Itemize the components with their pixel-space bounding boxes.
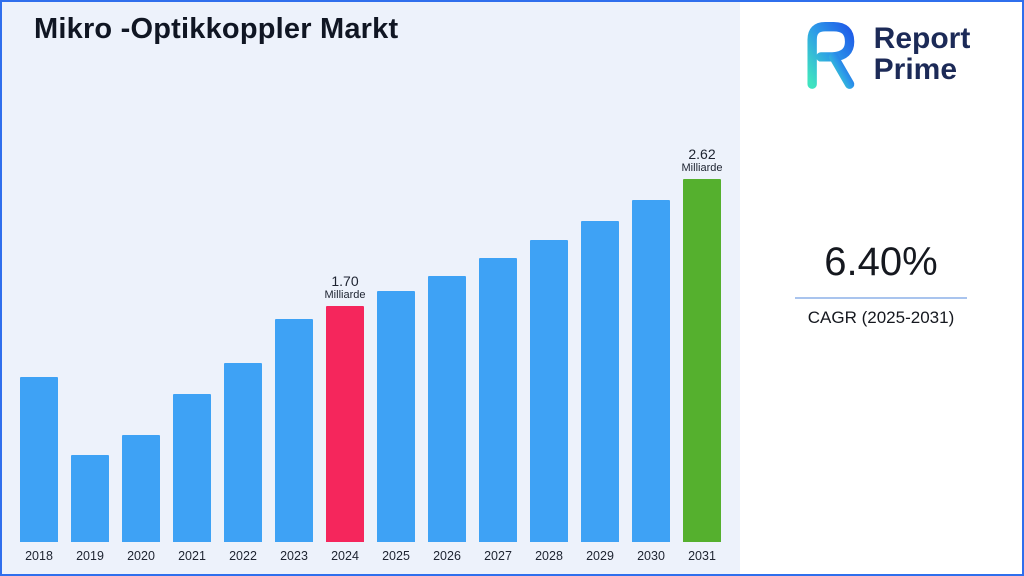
x-axis-label: 2022 xyxy=(229,549,257,563)
bar-column: 2022 xyxy=(224,363,262,564)
x-axis-label: 2030 xyxy=(637,549,665,563)
x-axis-label: 2031 xyxy=(688,549,716,563)
x-axis-label: 2020 xyxy=(127,549,155,563)
chart-area: Mikro -Optikkoppler Markt 2018 2019 2020 20… xyxy=(2,2,740,574)
x-axis-label: 2029 xyxy=(586,549,614,563)
logo-word-report: Report xyxy=(873,21,971,55)
bar-2027 xyxy=(479,258,517,542)
bar-column: 2027 xyxy=(479,258,517,564)
bar-column: 2028 xyxy=(530,240,568,564)
bar-2025 xyxy=(377,291,415,542)
bar-2022 xyxy=(224,363,262,542)
bar-column: 2018 xyxy=(20,377,58,564)
report-prime-logo: Report Prime xyxy=(792,16,971,92)
cagr-value: 6.40% xyxy=(824,240,938,284)
cagr-block: 6.40% CAGR (2025-2031) xyxy=(740,240,1022,328)
cagr-divider xyxy=(795,297,967,299)
bar-column: 2025 xyxy=(377,291,415,564)
x-axis-label: 2021 xyxy=(178,549,206,563)
x-axis-label: 2026 xyxy=(433,549,461,563)
bar-column: 2.62 Milliarde 2031 xyxy=(681,146,723,564)
x-axis-label: 2018 xyxy=(25,549,53,563)
x-axis-label: 2024 xyxy=(331,549,359,563)
bar-2021 xyxy=(173,394,211,542)
x-axis-label: 2025 xyxy=(382,549,410,563)
bar-column: 2023 xyxy=(275,319,313,564)
bar-2028 xyxy=(530,240,568,542)
x-axis-label: 2019 xyxy=(76,549,104,563)
bar-chart: 2018 2019 2020 2021 2022 2023 1.70 Milliarde 202… xyxy=(20,146,723,564)
x-axis-label: 2028 xyxy=(535,549,563,563)
bar-2030 xyxy=(632,200,670,542)
bar-2019 xyxy=(71,455,109,542)
bar-2031 xyxy=(683,179,721,542)
report-prime-r-icon xyxy=(792,16,864,92)
x-axis-label: 2023 xyxy=(280,549,308,563)
bar-2020 xyxy=(122,435,160,542)
bar-2024 xyxy=(326,306,364,542)
bar-2029 xyxy=(581,221,619,542)
bar-column: 2029 xyxy=(581,221,619,564)
bar-column: 2030 xyxy=(632,200,670,564)
bar-column: 2021 xyxy=(173,394,211,564)
page-title: Mikro -Optikkoppler Markt xyxy=(34,13,399,45)
bar-2026 xyxy=(428,276,466,542)
cagr-label: CAGR (2025-2031) xyxy=(807,308,955,327)
logo-wordmark: Report Prime xyxy=(873,21,971,86)
bar-value-label: 1.70 Milliarde xyxy=(324,273,366,301)
bar-column: 1.70 Milliarde 2024 xyxy=(324,273,366,564)
right-panel: Report Prime 6.40% CAGR (2025-2031) xyxy=(740,2,1022,574)
logo-word-prime: Prime xyxy=(873,53,958,86)
bar-value-label: 2.62 Milliarde xyxy=(681,146,723,174)
bar-column: 2020 xyxy=(122,435,160,564)
x-axis-label: 2027 xyxy=(484,549,512,563)
bar-2018 xyxy=(20,377,58,542)
bar-column: 2026 xyxy=(428,276,466,564)
bar-column: 2019 xyxy=(71,455,109,564)
bar-2023 xyxy=(275,319,313,542)
